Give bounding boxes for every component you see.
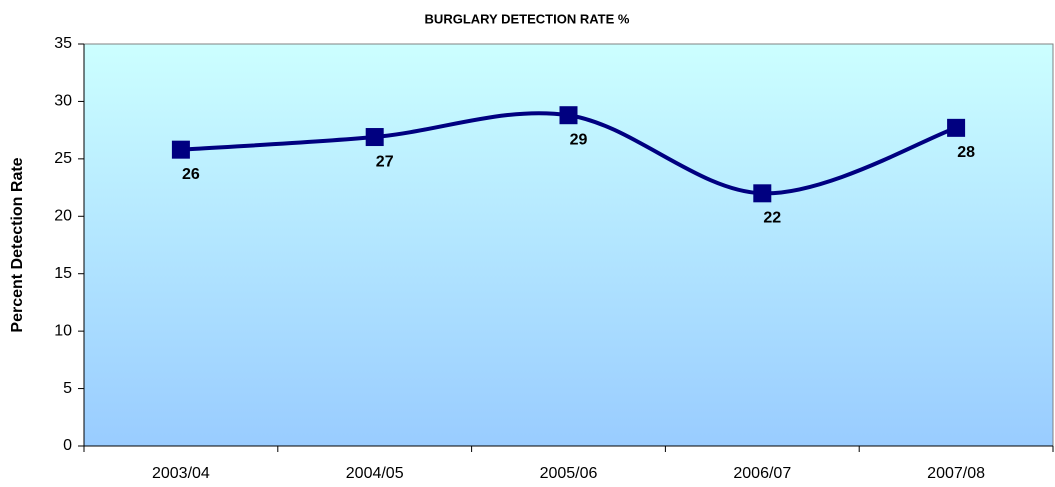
y-tick-label: 25: [54, 150, 72, 167]
marker: [947, 118, 966, 137]
y-tick-label: 35: [54, 35, 72, 52]
x-tick-label: 2006/07: [733, 465, 791, 482]
y-tick-label: 20: [54, 208, 72, 225]
marker: [753, 184, 772, 203]
x-tick-label: 2005/06: [540, 465, 598, 482]
chart-title: BURGLARY DETECTION RATE %: [425, 11, 630, 26]
y-tick-label: 30: [54, 93, 72, 110]
y-tick-label: 0: [63, 437, 72, 454]
data-label: 28: [957, 144, 975, 161]
marker: [365, 128, 384, 147]
y-tick-label: 10: [54, 322, 72, 339]
data-label: 22: [763, 210, 781, 227]
x-tick-label: 2007/08: [927, 465, 985, 482]
y-axis-label: Percent Detection Rate: [9, 157, 26, 332]
y-tick-label: 5: [63, 380, 72, 397]
x-tick-label: 2004/05: [346, 465, 404, 482]
marker: [559, 106, 578, 125]
data-label: 27: [376, 153, 394, 170]
plot-area: [83, 43, 1054, 447]
data-label: 29: [570, 131, 588, 148]
data-label: 26: [182, 166, 200, 183]
marker: [171, 140, 190, 159]
y-tick-label: 15: [54, 265, 72, 282]
x-tick-label: 2003/04: [152, 465, 210, 482]
